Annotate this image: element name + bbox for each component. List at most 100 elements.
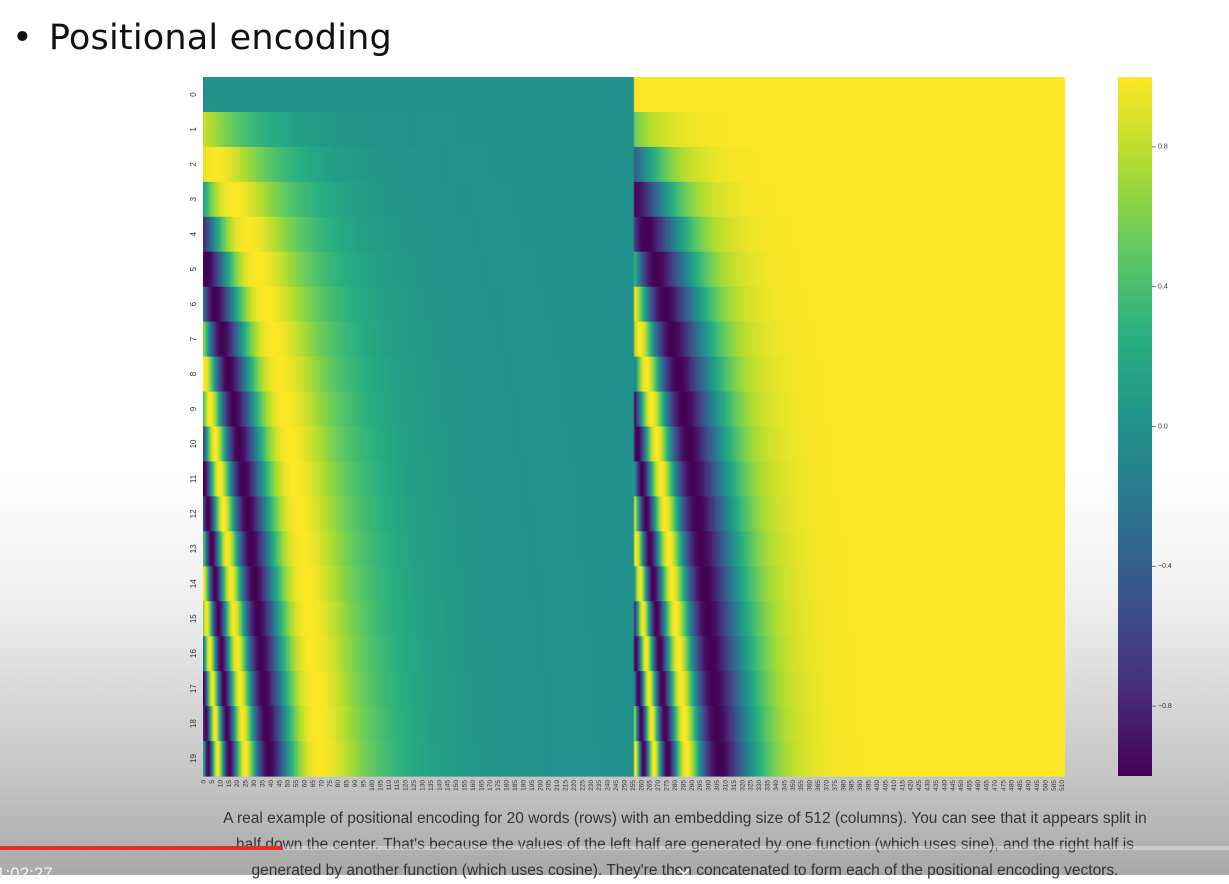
colorbar	[1118, 77, 1152, 776]
chevron-down-icon[interactable]	[677, 865, 691, 879]
row-tick-label: 12	[189, 509, 198, 518]
column-tick-label: 415	[899, 780, 906, 791]
video-progress-track[interactable]	[0, 846, 1229, 850]
column-tick-label: 165	[478, 780, 485, 791]
column-tick-label: 305	[714, 780, 721, 791]
heatmap-row	[203, 706, 1065, 742]
row-tick-label: 1	[189, 127, 198, 132]
column-tick-label: 425	[916, 780, 923, 791]
row-tick-label: 3	[189, 197, 198, 202]
heatmap-row	[203, 601, 1065, 637]
column-tick-label: 315	[731, 780, 738, 791]
heatmap-row	[203, 671, 1065, 707]
column-tick-label: 220	[571, 780, 578, 791]
column-tick-label: 295	[697, 780, 704, 791]
column-tick-label: 365	[815, 780, 822, 791]
column-tick-label: 390	[857, 780, 864, 791]
heatmap-rows	[203, 77, 1065, 777]
column-tick-label: 95	[361, 780, 368, 788]
heatmap-row	[203, 496, 1065, 532]
column-tick-label: 50	[285, 780, 292, 788]
column-tick-label: 270	[655, 780, 662, 791]
column-tick-label: 60	[302, 780, 309, 788]
column-tick-label: 15	[226, 780, 233, 788]
video-progress-fill[interactable]	[0, 846, 283, 850]
heatmap-row	[203, 741, 1065, 777]
column-tick-label: 70	[318, 780, 325, 788]
heatmap-row	[203, 636, 1065, 672]
row-tick-label: 4	[189, 232, 198, 237]
row-tick-label: 14	[189, 579, 198, 588]
column-tick-label: 300	[706, 780, 713, 791]
column-tick-label: 120	[403, 780, 410, 791]
row-tick-label: 5	[189, 266, 198, 271]
column-tick-label: 240	[605, 780, 612, 791]
column-tick-label: 450	[958, 780, 965, 791]
column-tick-label: 180	[504, 780, 511, 791]
heatmap-row	[203, 391, 1065, 428]
column-tick-label: 285	[680, 780, 687, 791]
column-tick-label: 215	[563, 780, 570, 791]
column-tick-label: 155	[462, 780, 469, 791]
column-tick-label: 265	[647, 780, 654, 791]
column-tick-label: 90	[352, 780, 359, 788]
column-tick-label: 340	[773, 780, 780, 791]
column-tick-label: 440	[941, 780, 948, 791]
column-tick-label: 185	[512, 780, 519, 791]
slide-title-text: Positional encoding	[48, 18, 392, 58]
row-tick-label: 10	[189, 439, 198, 448]
column-tick-label: 225	[579, 780, 586, 791]
heatmap-row	[203, 77, 1065, 113]
heatmap-row	[203, 251, 1065, 288]
column-tick-label: 435	[933, 780, 940, 791]
column-tick-label: 350	[790, 780, 797, 791]
column-tick-label: 325	[748, 780, 755, 791]
column-tick-label: 10	[217, 780, 224, 788]
row-tick-label: 13	[189, 544, 198, 553]
row-tick-label: 8	[189, 371, 198, 376]
column-tick-label: 245	[613, 780, 620, 791]
slide-title: • Positional encoding	[12, 18, 392, 58]
column-tick-label: 205	[546, 780, 553, 791]
row-tick-label: 15	[189, 614, 198, 623]
column-tick-label: 75	[327, 780, 334, 788]
column-tick-label: 395	[866, 780, 873, 791]
heatmap-row	[203, 461, 1065, 497]
column-tick-label: 80	[335, 780, 342, 788]
column-tick-label: 505	[1051, 780, 1058, 791]
column-tick-label: 85	[344, 780, 351, 788]
column-tick-label: 125	[411, 780, 418, 791]
column-tick-label: 310	[722, 780, 729, 791]
column-tick-label: 490	[1026, 780, 1033, 791]
heatmap-row	[203, 181, 1065, 218]
column-tick-label: 115	[394, 780, 401, 791]
colorbar-ticks: 0.8 0.4 0.0 −0.4 −0.8	[1152, 144, 1172, 710]
caption-line-2: half down the center. That's because the…	[236, 836, 1134, 853]
colorbar-tick-label: −0.8	[1158, 703, 1172, 710]
column-tick-label: 0	[201, 780, 208, 784]
column-tick-label: 175	[495, 780, 502, 791]
caption-line-1: A real example of positional encoding fo…	[223, 810, 1147, 827]
column-tick-label: 190	[520, 780, 527, 791]
column-tick-label: 105	[377, 780, 384, 791]
column-tick-label: 35	[259, 780, 266, 788]
row-tick-label: 6	[189, 301, 198, 306]
column-tick-label: 475	[1000, 780, 1007, 791]
column-tick-label: 360	[807, 780, 814, 791]
column-tick-label: 465	[983, 780, 990, 791]
heatmap-row	[203, 286, 1065, 323]
column-tick-label: 345	[781, 780, 788, 791]
column-tick-label: 280	[672, 780, 679, 791]
colorbar-tick-label: −0.4	[1158, 563, 1172, 570]
figure-caption: A real example of positional encoding fo…	[195, 806, 1175, 884]
column-tick-label: 320	[739, 780, 746, 791]
column-tick-label: 500	[1042, 780, 1049, 791]
heatmap-row	[203, 426, 1065, 463]
column-tick-label: 470	[992, 780, 999, 791]
column-tick-label: 130	[419, 780, 426, 791]
column-tick-label: 55	[293, 780, 300, 788]
column-tick-label: 250	[621, 780, 628, 791]
column-tick-label: 65	[310, 780, 317, 788]
column-tick-label: 380	[840, 780, 847, 791]
column-tick-label: 485	[1017, 780, 1024, 791]
